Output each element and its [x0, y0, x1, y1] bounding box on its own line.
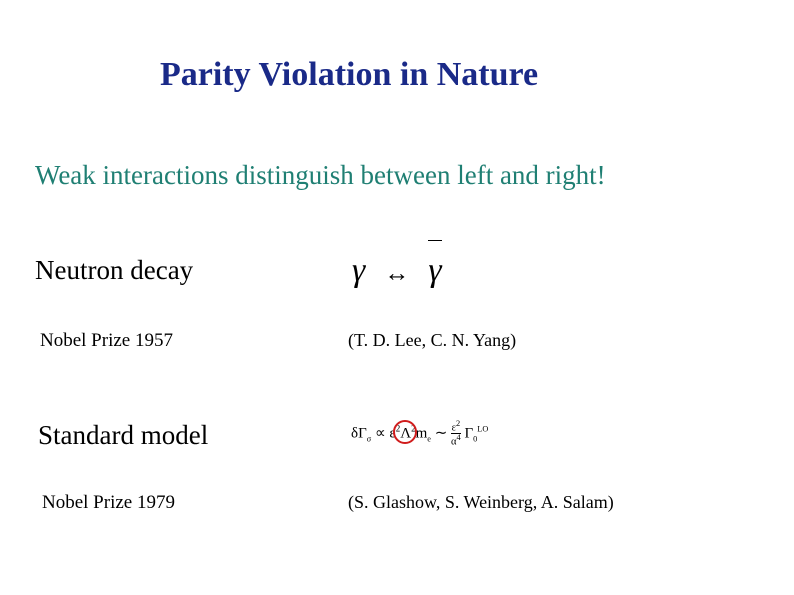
slide-title: Parity Violation in Nature — [160, 56, 538, 94]
gamma-right: γ — [428, 252, 441, 290]
section2-prize: Nobel Prize 1979 — [42, 492, 175, 514]
section1-names: (T. D. Lee, C. N. Yang) — [348, 330, 516, 351]
section2-formula: δΓσ ∝ ε2Λ2me ∼ ε2α4 Γ0LO — [351, 420, 488, 448]
section1-formula: γ ↔ γ — [352, 252, 442, 290]
section1-heading: Neutron decay — [35, 255, 193, 286]
section2-heading: Standard model — [38, 420, 208, 451]
section2-names: (S. Glashow, S. Weinberg, A. Salam) — [348, 492, 614, 513]
section1-prize: Nobel Prize 1957 — [40, 330, 173, 352]
slide-subtitle: Weak interactions distinguish between le… — [35, 160, 606, 191]
gamma-left: γ — [352, 252, 365, 289]
arrow-icon: ↔ — [384, 260, 409, 288]
red-circle-annotation — [393, 420, 417, 444]
bar-icon — [428, 240, 441, 241]
